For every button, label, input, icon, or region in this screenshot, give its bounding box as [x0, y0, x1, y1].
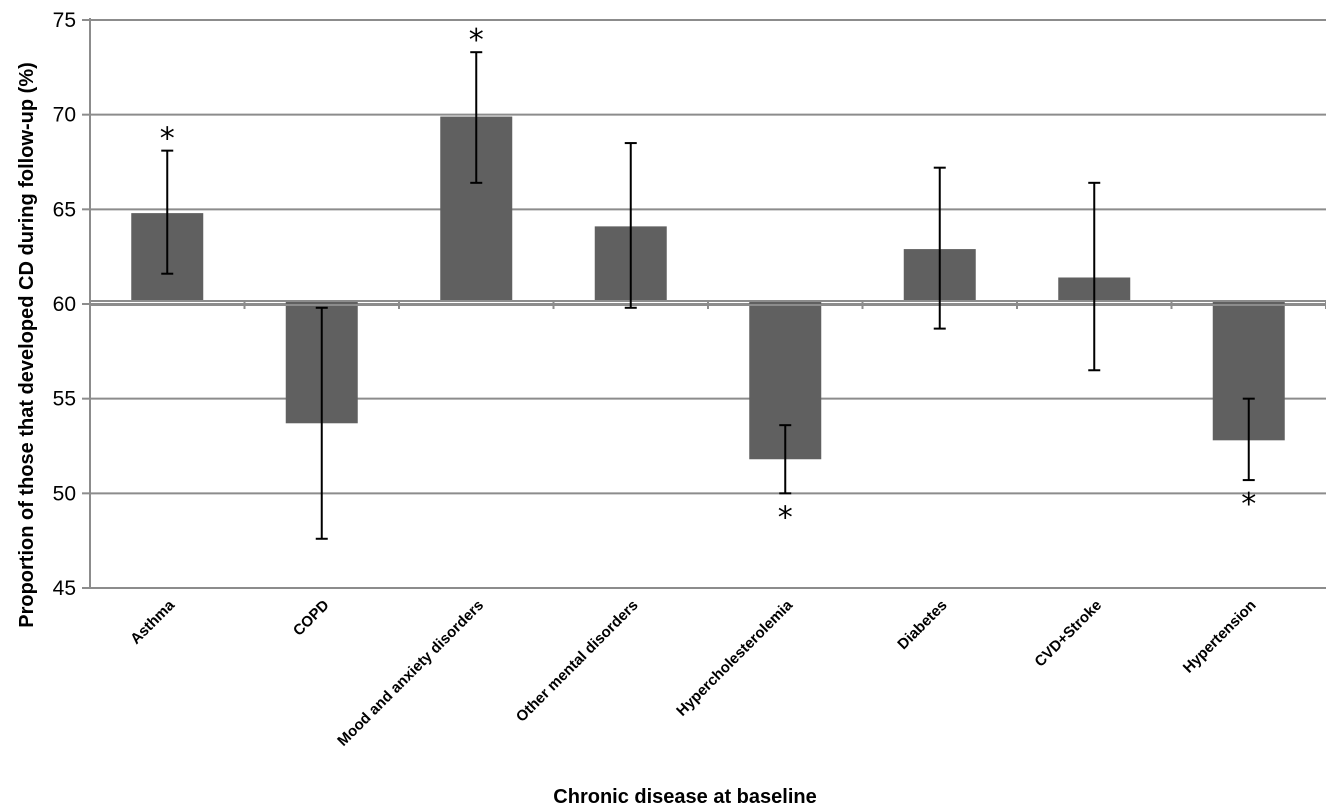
gridlines — [90, 19, 1326, 495]
significance-markers: * * * * — [160, 23, 1257, 535]
x-axis-label: Chronic disease at baseline — [553, 786, 816, 808]
x-tick-label: Hypercholesterolemia — [673, 596, 796, 719]
x-tick-label: COPD — [290, 597, 333, 640]
significance-marker: * — [1241, 487, 1256, 522]
y-tick-label: 55 — [53, 388, 76, 411]
y-axis-label: Proportion of those that developed CD du… — [16, 62, 38, 628]
significance-marker: * — [160, 122, 175, 157]
y-tick-labels: 45 50 55 60 65 70 75 — [53, 9, 76, 600]
significance-marker: * — [778, 500, 793, 535]
x-tick-label: Diabetes — [894, 597, 950, 653]
x-tick-label: CVD+Stroke — [1031, 597, 1105, 671]
error-bars — [161, 51, 1255, 540]
y-tick-label: 75 — [53, 9, 76, 32]
significance-marker: * — [469, 23, 484, 58]
y-tick-label: 60 — [53, 293, 76, 316]
axes — [82, 18, 1326, 589]
bars — [131, 116, 1285, 460]
x-tick-label: Asthma — [127, 596, 178, 647]
y-tick-label: 65 — [53, 198, 76, 221]
y-tick-label: 50 — [53, 482, 76, 505]
y-tick-label: 70 — [53, 104, 76, 127]
x-tick-labels: Asthma COPD Mood and anxiety disorders Othe… — [127, 596, 1259, 749]
x-tick-label: Mood and anxiety disorders — [334, 597, 487, 750]
x-tick-label: Hypertension — [1180, 597, 1260, 677]
x-tick-label: Other mental disorders — [513, 597, 642, 726]
y-tick-label: 45 — [53, 577, 76, 600]
